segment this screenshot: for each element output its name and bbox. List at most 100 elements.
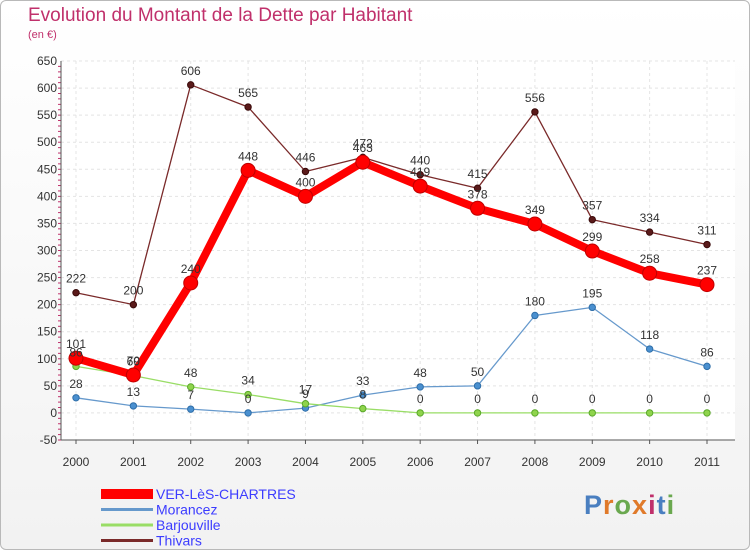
data-point	[531, 108, 539, 116]
y-tick-label: 50	[44, 379, 58, 393]
data-point	[588, 303, 596, 312]
x-tick-label: 2001	[120, 455, 147, 469]
x-tick-label: 2011	[694, 455, 720, 469]
x-tick-label: 2007	[464, 455, 491, 469]
series-line-2	[75, 365, 707, 414]
data-label: 419	[410, 165, 430, 179]
y-tick-label: 500	[37, 135, 57, 149]
data-point	[129, 300, 138, 309]
x-tick-label: 2004	[292, 455, 319, 469]
x-tick-label: 2002	[177, 455, 204, 469]
data-label: 70	[127, 354, 141, 368]
data-label: 565	[238, 86, 258, 100]
data-point	[301, 400, 310, 408]
data-label: 334	[640, 211, 660, 225]
data-point	[588, 215, 596, 224]
data-point	[531, 409, 539, 417]
data-point	[297, 188, 313, 204]
x-tick-label: 2006	[407, 455, 434, 469]
data-label: 448	[238, 149, 258, 163]
data-label: 69	[127, 355, 141, 369]
data-label: 415	[468, 167, 488, 181]
x-tick-label: 2008	[522, 455, 549, 469]
y-tick-label: 550	[37, 108, 57, 122]
x-tick-label: 2009	[579, 455, 606, 469]
data-label: 195	[582, 286, 602, 300]
data-label: 556	[525, 91, 545, 105]
data-point	[416, 171, 424, 179]
data-point	[642, 265, 658, 281]
legend-label: VER-LèS-CHARTRES	[156, 486, 296, 502]
data-label: 0	[245, 392, 252, 406]
data-label: 180	[525, 294, 545, 308]
y-tick-label: 450	[37, 162, 57, 176]
data-point	[473, 409, 482, 417]
data-point	[584, 243, 600, 259]
logo-letter: x	[632, 490, 649, 520]
data-label: 240	[181, 262, 201, 276]
data-label: 606	[181, 64, 201, 78]
x-tick-label: 2003	[235, 455, 262, 469]
data-label: 440	[410, 154, 430, 168]
data-point	[470, 200, 486, 216]
data-point	[359, 391, 367, 399]
data-point	[359, 404, 367, 413]
data-label: 299	[582, 230, 602, 244]
series-line-0	[74, 158, 708, 379]
data-label: 86	[700, 345, 714, 359]
y-tick-label: 150	[37, 325, 57, 339]
data-label: 13	[127, 385, 141, 399]
data-point	[699, 277, 715, 293]
data-point	[588, 409, 596, 417]
data-label: 400	[295, 175, 315, 189]
data-point	[473, 184, 482, 192]
data-label: 0	[704, 392, 711, 406]
data-point	[473, 382, 482, 390]
series-line-1	[75, 306, 708, 414]
x-tick-label: 2010	[636, 455, 663, 469]
data-label: 237	[697, 264, 717, 278]
data-point	[72, 289, 80, 297]
data-label: 357	[582, 199, 602, 213]
data-label: 28	[69, 377, 83, 391]
data-label: 0	[474, 392, 481, 406]
data-point	[187, 383, 195, 391]
data-point	[301, 167, 310, 176]
data-label: 48	[184, 366, 198, 380]
data-point	[125, 367, 141, 383]
data-label: 200	[123, 284, 143, 298]
legend-label: Thivars	[156, 533, 202, 549]
data-point	[703, 362, 711, 371]
logo-letter: P	[584, 490, 604, 520]
data-point	[187, 405, 195, 413]
data-point	[703, 240, 711, 249]
legend-label: Morancez	[156, 502, 217, 518]
y-tick-label: 0	[50, 406, 57, 420]
data-label: 258	[640, 252, 660, 266]
data-point	[703, 409, 711, 417]
y-tick-label: -50	[40, 433, 58, 447]
chart-title: Evolution du Montant de la Dette par Hab…	[28, 5, 413, 26]
data-point	[240, 162, 256, 178]
y-tick-label: 250	[37, 271, 57, 285]
data-point	[72, 394, 80, 402]
logo-letter: o	[614, 490, 633, 520]
legend-label: Barjouville	[156, 517, 221, 533]
y-tick-label: 650	[37, 54, 57, 68]
data-point	[183, 275, 199, 291]
data-label: 101	[66, 337, 86, 351]
data-point	[412, 178, 428, 194]
y-tick-label: 100	[37, 352, 57, 366]
series-line-3	[75, 84, 708, 306]
data-point	[645, 228, 654, 236]
data-point	[527, 216, 543, 232]
data-point	[244, 103, 252, 111]
y-tick-label: 400	[37, 189, 57, 203]
data-label: 118	[640, 328, 659, 342]
data-label: 17	[299, 383, 313, 397]
data-label: 9	[302, 387, 309, 401]
x-tick-label: 2005	[349, 455, 376, 469]
data-point	[244, 409, 252, 417]
data-point	[645, 345, 654, 353]
data-label: 378	[468, 187, 488, 201]
